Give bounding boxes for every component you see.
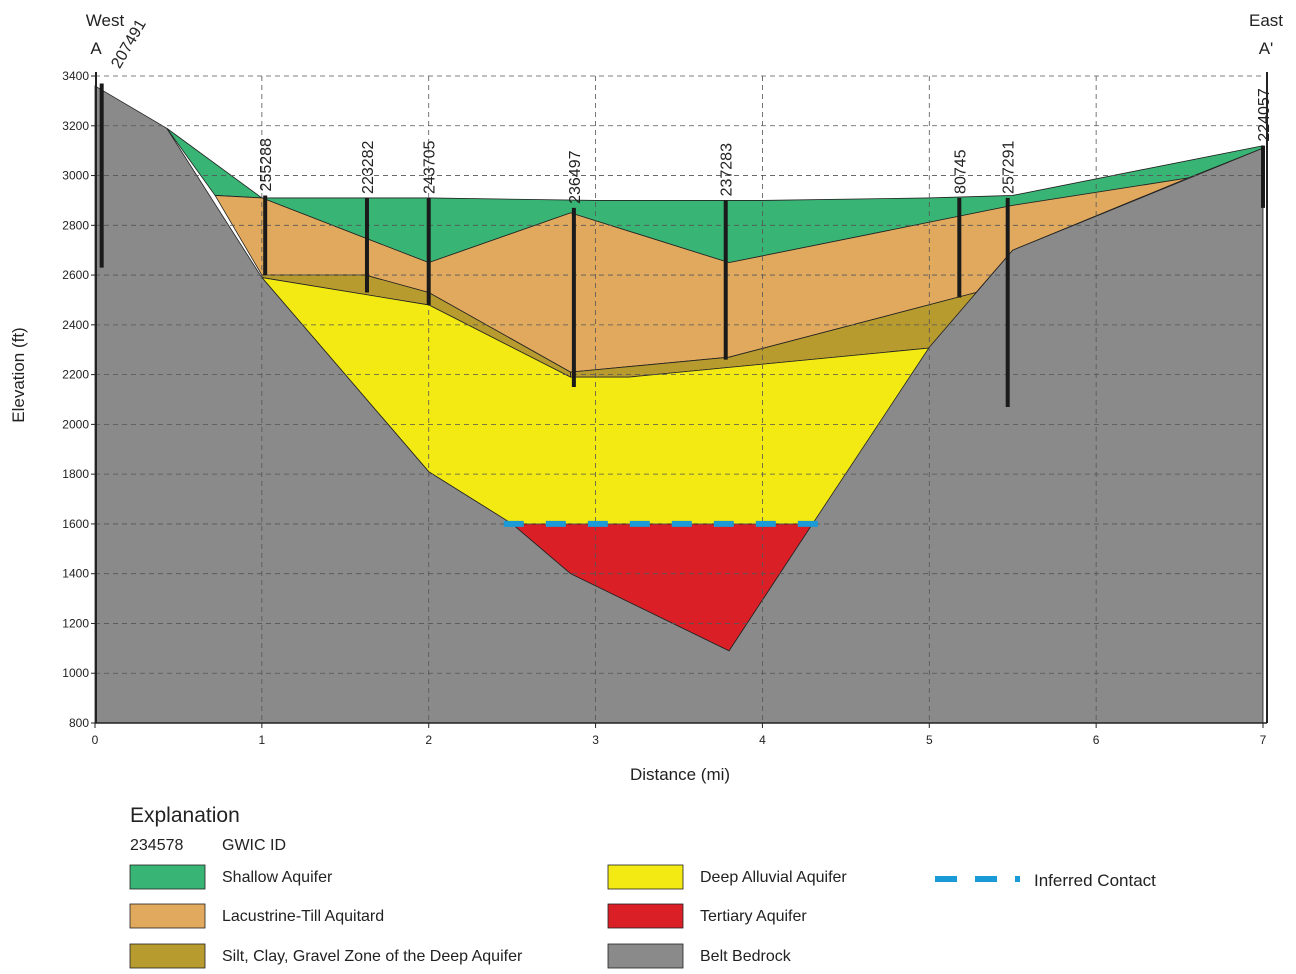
- x-tick-label: 1: [259, 733, 266, 747]
- legend-swatch: [607, 903, 684, 929]
- x-tick-label: 7: [1260, 733, 1267, 747]
- legend-label: Belt Bedrock: [700, 948, 792, 965]
- west-label: West: [86, 11, 125, 30]
- legend-swatch: [607, 943, 684, 969]
- y-tick-label: 3000: [62, 169, 89, 183]
- y-tick-label: 2400: [62, 318, 89, 332]
- east-label: East: [1249, 11, 1283, 30]
- x-tick-label: 6: [1093, 733, 1100, 747]
- well-id: 237283: [719, 143, 736, 196]
- legend-label: Silt, Clay, Gravel Zone of the Deep Aqui…: [222, 948, 523, 965]
- section-end-label: A': [1259, 39, 1274, 58]
- well-id: 255288: [258, 138, 275, 191]
- x-tick-label: 5: [926, 733, 933, 747]
- well-id: 223282: [360, 140, 377, 193]
- legend-id-example: 234578: [130, 837, 183, 854]
- x-tick-label: 2: [425, 733, 432, 747]
- well-id: 243705: [422, 140, 439, 193]
- legend-swatch: [129, 943, 206, 969]
- y-tick-label: 3200: [62, 119, 89, 133]
- y-tick-label: 1600: [62, 517, 89, 531]
- y-tick-label: 3400: [62, 69, 89, 83]
- legend-swatch: [129, 864, 206, 890]
- y-tick-label: 1400: [62, 567, 89, 581]
- plot: [94, 85, 1264, 724]
- y-tick-label: 2800: [62, 218, 89, 232]
- legend-label: Tertiary Aquifer: [700, 908, 807, 925]
- y-tick-label: 1000: [62, 666, 89, 680]
- well-id: 80745: [952, 149, 969, 194]
- legend-swatch: [607, 864, 684, 890]
- y-tick-label: 2000: [62, 417, 89, 431]
- well-id: 236497: [567, 150, 584, 203]
- y-tick-label: 800: [69, 716, 89, 730]
- y-tick-label: 2600: [62, 268, 89, 282]
- layer-area: [94, 85, 1264, 724]
- well-id: 257291: [1001, 140, 1018, 193]
- legend-label: Deep Alluvial Aquifer: [700, 869, 847, 886]
- y-tick-label: 1200: [62, 616, 89, 630]
- legend-label: Inferred Contact: [1034, 871, 1156, 890]
- legend-title: Explanation: [130, 804, 240, 827]
- legend-swatch: [129, 903, 206, 929]
- y-tick-label: 2200: [62, 368, 89, 382]
- legend-label: Shallow Aquifer: [222, 869, 333, 886]
- y-tick-label: 1800: [62, 467, 89, 481]
- well-id: 224057: [1256, 88, 1273, 141]
- y-axis-label: Elevation (ft): [9, 327, 28, 422]
- x-tick-label: 0: [92, 733, 99, 747]
- x-tick-label: 4: [759, 733, 766, 747]
- legend-label: Lacustrine-Till Aquitard: [222, 908, 384, 925]
- x-axis-label: Distance (mi): [630, 765, 730, 784]
- section-start-label: A: [90, 39, 102, 58]
- legend-id-label: GWIC ID: [222, 837, 286, 854]
- x-tick-label: 3: [592, 733, 599, 747]
